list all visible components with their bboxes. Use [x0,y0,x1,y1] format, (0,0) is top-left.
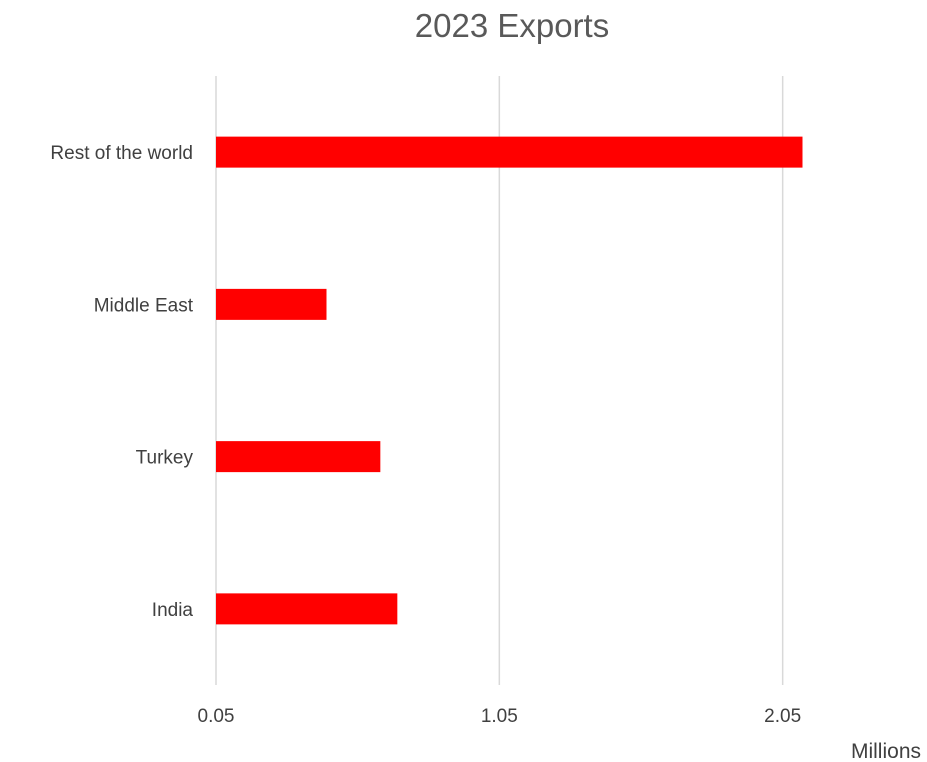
unit-label: Millions [851,740,921,762]
x-tick-labels: 0.05 1.05 2.05 [198,706,802,727]
bar [216,441,381,473]
chart-title: 2023 Exports [415,7,609,44]
x-tick-label: 1.05 [481,706,518,727]
bar [216,593,398,625]
category-label: Turkey [136,448,194,469]
category-labels: Rest of the world Middle East Turkey India [50,143,193,621]
category-label: India [152,600,194,621]
bars [216,136,803,625]
bar [216,288,327,320]
category-label: Middle East [94,295,194,316]
gridlines [215,76,784,685]
category-label: Rest of the world [50,143,193,164]
bar [216,136,803,168]
x-tick-label: 0.05 [198,706,235,727]
x-tick-label: 2.05 [764,706,801,727]
